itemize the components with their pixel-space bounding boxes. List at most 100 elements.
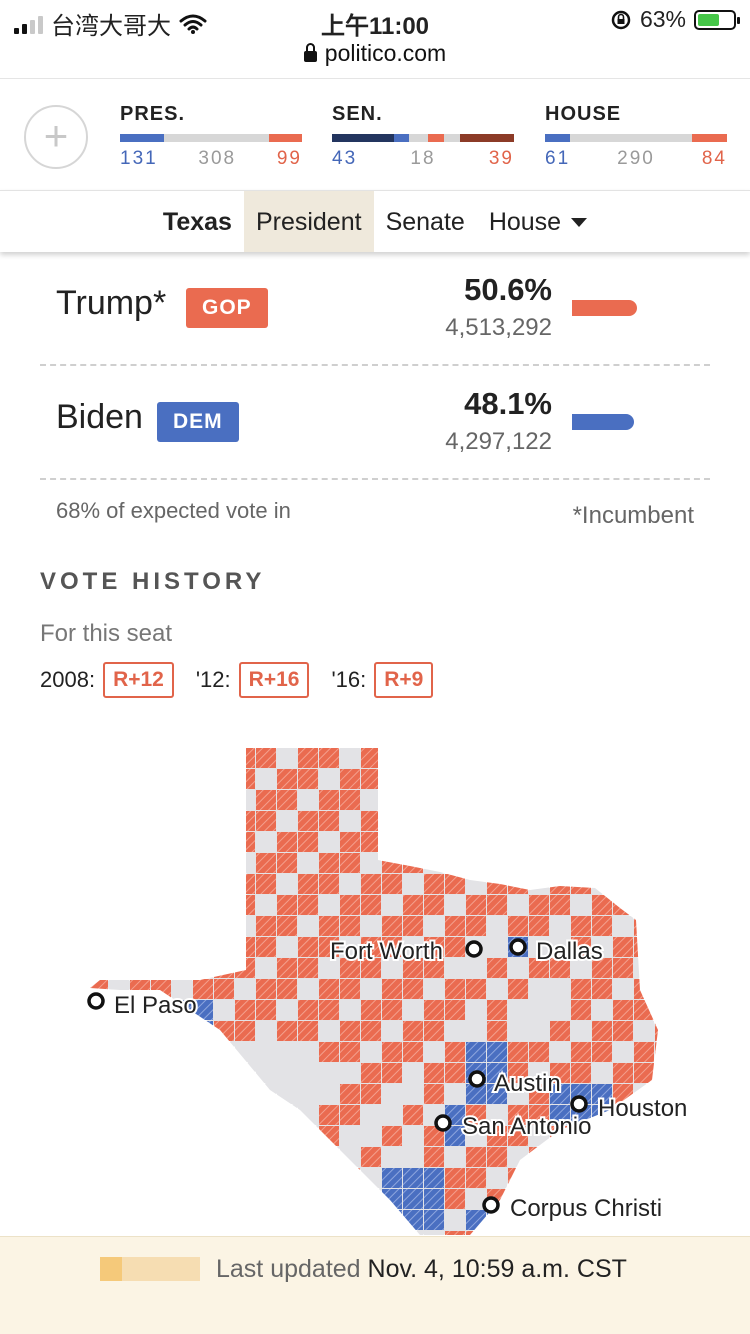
county-cell[interactable] — [529, 1084, 549, 1104]
county-cell[interactable] — [529, 1000, 549, 1020]
race-pres[interactable]: PRES. 131 308 99 — [120, 103, 302, 170]
county-cell[interactable] — [319, 958, 339, 978]
county-cell[interactable] — [571, 1168, 591, 1188]
county-cell[interactable] — [361, 979, 381, 999]
county-cell[interactable] — [550, 832, 570, 852]
county-cell[interactable] — [340, 874, 360, 894]
county-cell[interactable] — [550, 1231, 570, 1235]
county-cell[interactable] — [109, 1105, 129, 1125]
county-cell[interactable] — [571, 748, 591, 768]
county-cell[interactable] — [571, 1147, 591, 1167]
city-marker[interactable] — [509, 938, 527, 956]
county-cell[interactable] — [298, 979, 318, 999]
county-cell[interactable] — [214, 1000, 234, 1020]
county-cell[interactable] — [424, 748, 444, 768]
county-cell[interactable] — [571, 769, 591, 789]
county-cell[interactable] — [445, 769, 465, 789]
county-cell[interactable] — [487, 1105, 507, 1125]
county-cell[interactable] — [466, 1000, 486, 1020]
county-cell[interactable] — [592, 1084, 612, 1104]
county-cell[interactable] — [655, 916, 675, 936]
county-cell[interactable] — [172, 1231, 192, 1235]
county-cell[interactable] — [340, 1042, 360, 1062]
county-cell[interactable] — [172, 1021, 192, 1041]
county-cell[interactable] — [235, 832, 255, 852]
county-cell[interactable] — [634, 790, 654, 810]
county-cell[interactable] — [256, 1042, 276, 1062]
county-cell[interactable] — [151, 895, 171, 915]
county-cell[interactable] — [508, 1042, 528, 1062]
county-cell[interactable] — [319, 1105, 339, 1125]
county-cell[interactable] — [130, 1042, 150, 1062]
county-cell[interactable] — [214, 748, 234, 768]
county-cell[interactable] — [277, 1021, 297, 1041]
county-cell[interactable] — [382, 1231, 402, 1235]
county-cell[interactable] — [319, 769, 339, 789]
county-cell[interactable] — [655, 958, 675, 978]
county-cell[interactable] — [508, 979, 528, 999]
county-cell[interactable] — [277, 1126, 297, 1146]
county-cell[interactable] — [235, 748, 255, 768]
county-cell[interactable] — [130, 1126, 150, 1146]
county-cell[interactable] — [172, 1105, 192, 1125]
county-cell[interactable] — [151, 1084, 171, 1104]
county-cell[interactable] — [424, 832, 444, 852]
county-cell[interactable] — [634, 1168, 654, 1188]
county-cell[interactable] — [403, 874, 423, 894]
county-cell[interactable] — [340, 790, 360, 810]
county-cell[interactable] — [256, 1084, 276, 1104]
county-cell[interactable] — [550, 1084, 570, 1104]
county-cell[interactable] — [655, 1000, 675, 1020]
county-cell[interactable] — [361, 916, 381, 936]
city-marker[interactable] — [482, 1196, 500, 1214]
county-cell[interactable] — [130, 769, 150, 789]
county-cell[interactable] — [655, 790, 675, 810]
county-cell[interactable] — [550, 1042, 570, 1062]
county-cell[interactable] — [172, 1126, 192, 1146]
county-cell[interactable] — [655, 1168, 675, 1188]
county-cell[interactable] — [613, 1147, 633, 1167]
county-cell[interactable] — [109, 1021, 129, 1041]
county-cell[interactable] — [445, 1063, 465, 1083]
county-cell[interactable] — [487, 1063, 507, 1083]
county-cell[interactable] — [382, 1021, 402, 1041]
county-cell[interactable] — [403, 1042, 423, 1062]
tab-president[interactable]: President — [243, 191, 374, 252]
county-cell[interactable] — [529, 832, 549, 852]
county-cell[interactable] — [403, 1105, 423, 1125]
county-cell[interactable] — [361, 1000, 381, 1020]
county-cell[interactable] — [445, 1084, 465, 1104]
county-cell[interactable] — [193, 811, 213, 831]
county-cell[interactable] — [277, 1063, 297, 1083]
county-cell[interactable] — [634, 937, 654, 957]
county-cell[interactable] — [298, 853, 318, 873]
county-cell[interactable] — [466, 1189, 486, 1209]
county-cell[interactable] — [361, 874, 381, 894]
county-cell[interactable] — [172, 958, 192, 978]
county-cell[interactable] — [298, 1189, 318, 1209]
county-cell[interactable] — [529, 1126, 549, 1146]
county-cell[interactable] — [445, 811, 465, 831]
county-cell[interactable] — [445, 1000, 465, 1020]
county-cell[interactable] — [487, 748, 507, 768]
county-cell[interactable] — [214, 1189, 234, 1209]
county-cell[interactable] — [592, 811, 612, 831]
county-cell[interactable] — [424, 979, 444, 999]
county-cell[interactable] — [130, 1189, 150, 1209]
county-cell[interactable] — [508, 1147, 528, 1167]
county-cell[interactable] — [466, 853, 486, 873]
county-cell[interactable] — [172, 811, 192, 831]
county-cell[interactable] — [256, 1189, 276, 1209]
county-cell[interactable] — [571, 916, 591, 936]
tab-house[interactable]: House — [477, 191, 599, 252]
county-cell[interactable] — [403, 1189, 423, 1209]
county-cell[interactable] — [277, 1147, 297, 1167]
county-cell[interactable] — [151, 811, 171, 831]
county-cell[interactable] — [88, 1021, 108, 1041]
county-map[interactable]: Fort Worth Dallas El Paso Austin San Antonio… — [0, 730, 750, 1235]
county-cell[interactable] — [130, 748, 150, 768]
county-cell[interactable] — [445, 832, 465, 852]
county-cell[interactable] — [151, 832, 171, 852]
city-marker[interactable] — [570, 1095, 588, 1113]
county-cell[interactable] — [277, 811, 297, 831]
